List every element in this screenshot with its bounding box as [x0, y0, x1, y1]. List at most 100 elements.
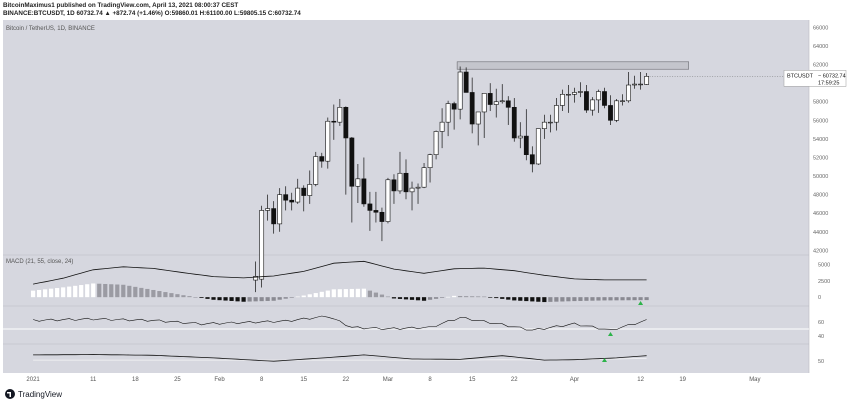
candle-body	[451, 103, 457, 110]
macd-histogram-bar	[67, 286, 72, 298]
candle-body	[475, 111, 481, 125]
macd-histogram-bar	[217, 297, 222, 301]
candle-body	[457, 71, 463, 110]
macd-histogram-bar	[199, 297, 204, 298]
x-tick-label: 11	[90, 377, 97, 383]
tradingview-logo-icon[interactable]: TradingView	[5, 389, 62, 399]
candle-body	[626, 84, 631, 102]
macd-histogram-bar	[91, 283, 96, 298]
candle-body	[614, 100, 619, 121]
candle-body	[505, 100, 511, 108]
candle-body	[566, 94, 571, 96]
candle-body	[632, 83, 637, 86]
candle-body	[343, 107, 349, 139]
candle-body	[409, 187, 415, 193]
candle-body	[644, 76, 649, 85]
macd-histogram-bar	[644, 297, 649, 301]
candle-body	[319, 156, 325, 162]
macd-line	[33, 260, 647, 285]
macd-histogram-bar	[566, 297, 571, 302]
candle-body	[620, 100, 625, 102]
macd-histogram-bar	[614, 297, 619, 301]
x-tick-label: 19	[679, 377, 686, 383]
triangle-up-icon	[608, 332, 614, 336]
ticker-line: BINANCE:BTCUSDT, 1D 60732.74 ▲ +872.74 (…	[3, 10, 301, 17]
candle-body	[602, 91, 607, 106]
macd-histogram-bar	[458, 295, 463, 298]
last-price-value: − 60732.74	[818, 73, 846, 79]
macd-histogram-bar	[470, 296, 475, 298]
macd-histogram-bar	[247, 297, 252, 302]
macd-histogram-bar	[554, 297, 559, 302]
candle-body	[608, 105, 613, 121]
x-tick-label: 15	[300, 377, 307, 383]
candle-body	[259, 210, 265, 280]
candle-body	[337, 107, 343, 123]
macd-histogram-bar	[349, 288, 354, 298]
candle-body	[523, 135, 529, 155]
symbol-tag: BTCUSDT	[787, 73, 814, 79]
candle-body	[415, 186, 421, 189]
osc-tick-label: 50	[818, 359, 824, 365]
macd-histogram-bar	[55, 288, 60, 298]
candle-body	[283, 194, 289, 201]
macd-pane-title: MACD (21, 55, close, 24)	[6, 259, 73, 265]
candle-body	[578, 91, 583, 93]
resistance-zone[interactable]	[456, 61, 690, 70]
y-tick-label: 50000	[813, 174, 828, 180]
x-tick-label: 2021	[26, 377, 40, 383]
macd-series: 5000 2500 0	[30, 260, 830, 303]
macd-histogram-bar	[433, 297, 439, 299]
candle-body	[572, 92, 577, 95]
price-axis-labels: 6600064000620006000058000560005400052000…	[813, 25, 828, 254]
x-tick-label: 8	[428, 377, 432, 383]
candle-body	[403, 172, 409, 193]
y-tick-label: 64000	[813, 44, 828, 50]
macd-histogram-bar	[325, 290, 330, 298]
x-tick-label: 12	[637, 377, 644, 383]
x-tick-label: 15	[469, 377, 476, 383]
candle-body	[325, 120, 331, 162]
macd-histogram-bar	[85, 284, 90, 298]
candlestick-series	[253, 66, 649, 293]
macd-histogram-bar	[500, 297, 505, 299]
y-tick-label: 52000	[813, 155, 828, 161]
rsi-tick-label: 60	[818, 320, 824, 326]
price-label-box	[783, 70, 847, 87]
macd-histogram-bar	[560, 297, 565, 302]
resistance-rect[interactable]	[456, 61, 690, 70]
osc-line	[33, 354, 647, 362]
candle-body	[541, 121, 547, 129]
macd-histogram-bar	[181, 295, 186, 298]
macd-histogram-bar	[409, 297, 415, 300]
candle-body	[511, 107, 517, 139]
macd-histogram-bar	[542, 297, 547, 303]
macd-tick-label: 2500	[818, 279, 830, 285]
macd-histogram-bar	[626, 297, 631, 301]
macd-histogram-bar	[211, 297, 216, 300]
triangle-up-icon	[601, 358, 607, 362]
macd-histogram-bar	[139, 287, 144, 298]
candle-body	[265, 208, 271, 211]
candle-body	[385, 179, 391, 222]
macd-histogram-bar	[427, 297, 433, 300]
candle-body	[553, 105, 559, 123]
macd-histogram-bar	[223, 297, 228, 301]
macd-histogram-bar	[313, 293, 318, 298]
candle-body	[559, 94, 565, 106]
macd-histogram-bar	[421, 297, 427, 301]
candle-body	[517, 135, 523, 139]
macd-histogram-bar	[229, 297, 234, 301]
macd-histogram-bar	[157, 291, 162, 298]
macd-histogram-bar	[602, 297, 607, 301]
candle-body	[361, 178, 367, 205]
macd-histogram-bar	[103, 283, 108, 298]
macd-histogram-bar	[361, 288, 366, 298]
candle-body	[481, 93, 487, 113]
macd-histogram-bar	[97, 283, 102, 298]
macd-histogram-bar	[30, 290, 36, 298]
triangle-up-icon	[638, 301, 644, 305]
macd-histogram-bar	[439, 297, 445, 298]
